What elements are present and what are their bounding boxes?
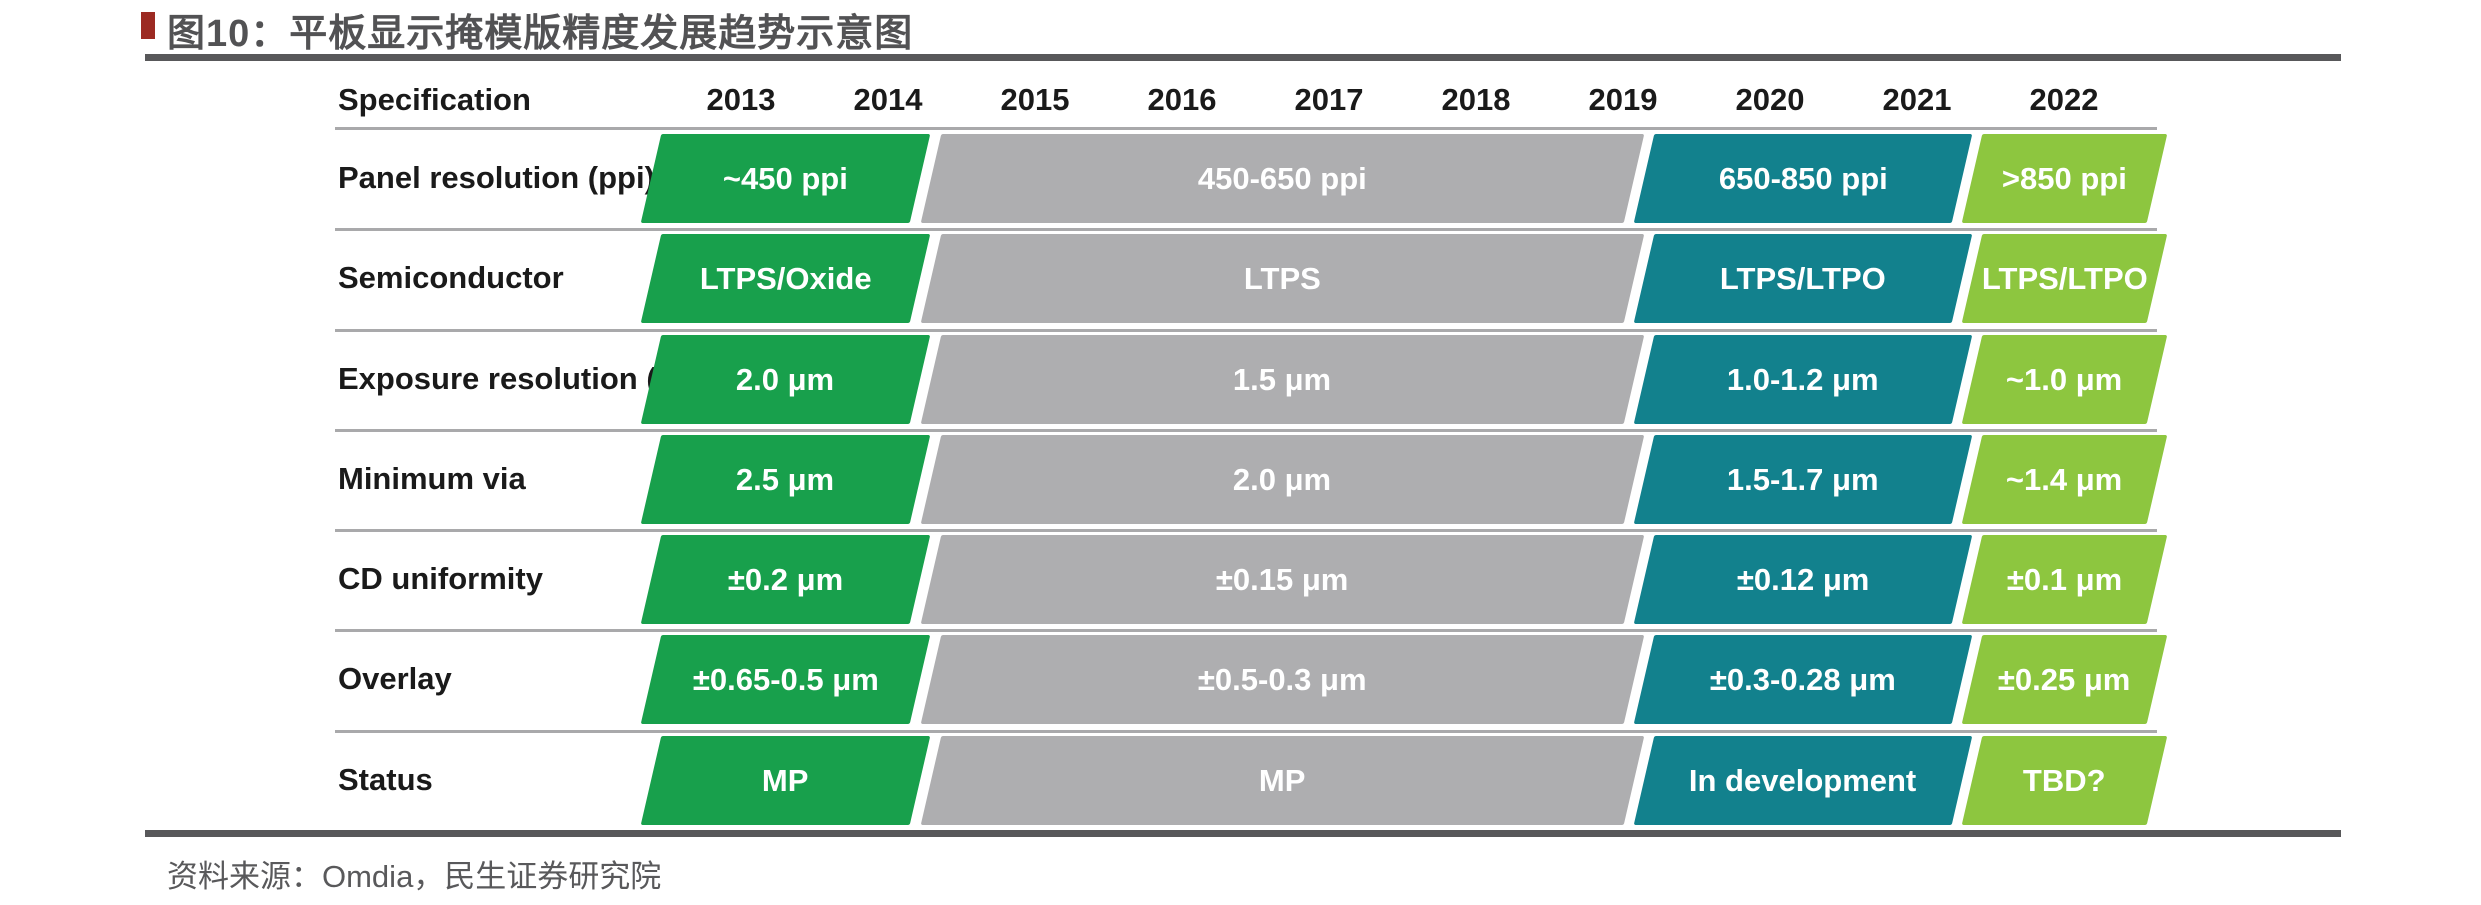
band-value: 2.5 μm xyxy=(736,461,835,497)
row-separator xyxy=(335,228,2157,231)
column-header-specification: Specification xyxy=(338,82,531,117)
band-cd-uniformity-2022: ±0.1 μm xyxy=(1961,535,2168,624)
band-panel-resolution-2015-2019: 450-650 ppi xyxy=(920,134,1645,223)
row-separator xyxy=(335,127,2157,130)
year-header-2016: 2016 xyxy=(1147,82,1217,117)
band-value: ~1.0 μm xyxy=(2006,361,2123,397)
row-label-overlay: Overlay xyxy=(338,661,452,696)
band-status-2020-2021: In development xyxy=(1633,736,1973,825)
band-panel-resolution-2020-2021: 650-850 ppi xyxy=(1633,134,1973,223)
band-value: 650-850 ppi xyxy=(1718,160,1888,196)
band-value: 1.5 μm xyxy=(1233,361,1332,397)
band-overlay-2015-2019: ±0.5-0.3 μm xyxy=(920,635,1645,724)
row-separator xyxy=(335,730,2157,733)
row-separator xyxy=(335,629,2157,632)
row-label-panel-resolution: Panel resolution (ppi) xyxy=(338,160,655,195)
band-value: 450-650 ppi xyxy=(1198,160,1367,196)
band-value: TBD? xyxy=(2023,762,2106,798)
band-minimum-via-2013-2014: 2.5 μm xyxy=(640,435,931,524)
year-header-2021: 2021 xyxy=(1882,82,1952,117)
top-rule xyxy=(145,54,2341,61)
bottom-rule xyxy=(145,830,2341,837)
band-value: ±0.3-0.28 μm xyxy=(1710,661,1896,697)
row-label-cd-uniformity: CD uniformity xyxy=(338,561,543,596)
band-value: >850 ppi xyxy=(2002,160,2127,196)
band-minimum-via-2020-2021: 1.5-1.7 μm xyxy=(1633,435,1973,524)
band-value: LTPS xyxy=(1244,260,1321,296)
row-label-semiconductor: Semiconductor xyxy=(338,260,564,295)
band-cd-uniformity-2013-2014: ±0.2 μm xyxy=(640,535,931,624)
row-label-minimum-via: Minimum via xyxy=(338,461,526,496)
band-value: MP xyxy=(762,762,809,798)
source-note: 资料来源：Omdia，民生证券研究院 xyxy=(167,859,662,894)
year-header-2015: 2015 xyxy=(1000,82,1070,117)
band-value: LTPS/LTPO xyxy=(1981,260,2148,296)
band-semiconductor-2013-2014: LTPS/Oxide xyxy=(640,234,931,323)
band-value: 2.0 μm xyxy=(1233,461,1332,497)
band-value: ±0.65-0.5 μm xyxy=(692,661,879,697)
band-value: 1.0-1.2 μm xyxy=(1727,361,1879,397)
band-exposure-resolution-2015-2019: 1.5 μm xyxy=(920,335,1645,424)
band-minimum-via-2015-2019: 2.0 μm xyxy=(920,435,1645,524)
band-overlay-2013-2014: ±0.65-0.5 μm xyxy=(640,635,931,724)
band-value: 2.0 μm xyxy=(736,361,835,397)
band-minimum-via-2022: ~1.4 μm xyxy=(1961,435,2168,524)
row-label-status: Status xyxy=(338,762,433,797)
band-value: In development xyxy=(1689,762,1917,798)
band-exposure-resolution-2020-2021: 1.0-1.2 μm xyxy=(1633,335,1973,424)
band-status-2015-2019: MP xyxy=(920,736,1645,825)
band-value: ±0.25 μm xyxy=(1998,661,2131,697)
band-value: ~450 ppi xyxy=(723,160,848,196)
band-value: MP xyxy=(1259,762,1306,798)
band-panel-resolution-2013-2014: ~450 ppi xyxy=(640,134,931,223)
band-value: 1.5-1.7 μm xyxy=(1727,461,1879,497)
band-semiconductor-2022: LTPS/LTPO xyxy=(1961,234,2168,323)
figure-title: 图10：平板显示掩模版精度发展趋势示意图 xyxy=(167,13,914,55)
band-cd-uniformity-2015-2019: ±0.15 μm xyxy=(920,535,1645,624)
title-red-bullet xyxy=(141,12,155,39)
band-value: ±0.1 μm xyxy=(2006,561,2123,597)
band-semiconductor-2020-2021: LTPS/LTPO xyxy=(1633,234,1973,323)
row-label-exposure-resolution: Exposure resolution (L/S) xyxy=(338,361,716,396)
row-separator xyxy=(335,329,2157,332)
band-panel-resolution-2022: >850 ppi xyxy=(1961,134,2168,223)
band-cd-uniformity-2020-2021: ±0.12 μm xyxy=(1633,535,1973,624)
band-overlay-2022: ±0.25 μm xyxy=(1961,635,2168,724)
year-header-2020: 2020 xyxy=(1735,82,1805,117)
band-value: ~1.4 μm xyxy=(2006,461,2123,497)
row-separator xyxy=(335,529,2157,532)
band-value: ±0.15 μm xyxy=(1216,561,1349,597)
band-value: ±0.2 μm xyxy=(727,561,844,597)
band-exposure-resolution-2013-2014: 2.0 μm xyxy=(640,335,931,424)
year-header-2019: 2019 xyxy=(1588,82,1658,117)
year-header-2013: 2013 xyxy=(706,82,776,117)
year-header-2022: 2022 xyxy=(2029,82,2099,117)
band-value: ±0.5-0.3 μm xyxy=(1198,661,1367,697)
band-status-2022: TBD? xyxy=(1961,736,2168,825)
band-semiconductor-2015-2019: LTPS xyxy=(920,234,1645,323)
band-overlay-2020-2021: ±0.3-0.28 μm xyxy=(1633,635,1973,724)
row-separator xyxy=(335,429,2157,432)
year-header-2014: 2014 xyxy=(853,82,923,117)
year-header-2017: 2017 xyxy=(1294,82,1364,117)
band-value: LTPS/LTPO xyxy=(1720,260,1886,296)
band-status-2013-2014: MP xyxy=(640,736,931,825)
band-value: LTPS/Oxide xyxy=(699,260,872,296)
band-value: ±0.12 μm xyxy=(1736,561,1870,597)
band-exposure-resolution-2022: ~1.0 μm xyxy=(1961,335,2168,424)
year-header-2018: 2018 xyxy=(1441,82,1511,117)
